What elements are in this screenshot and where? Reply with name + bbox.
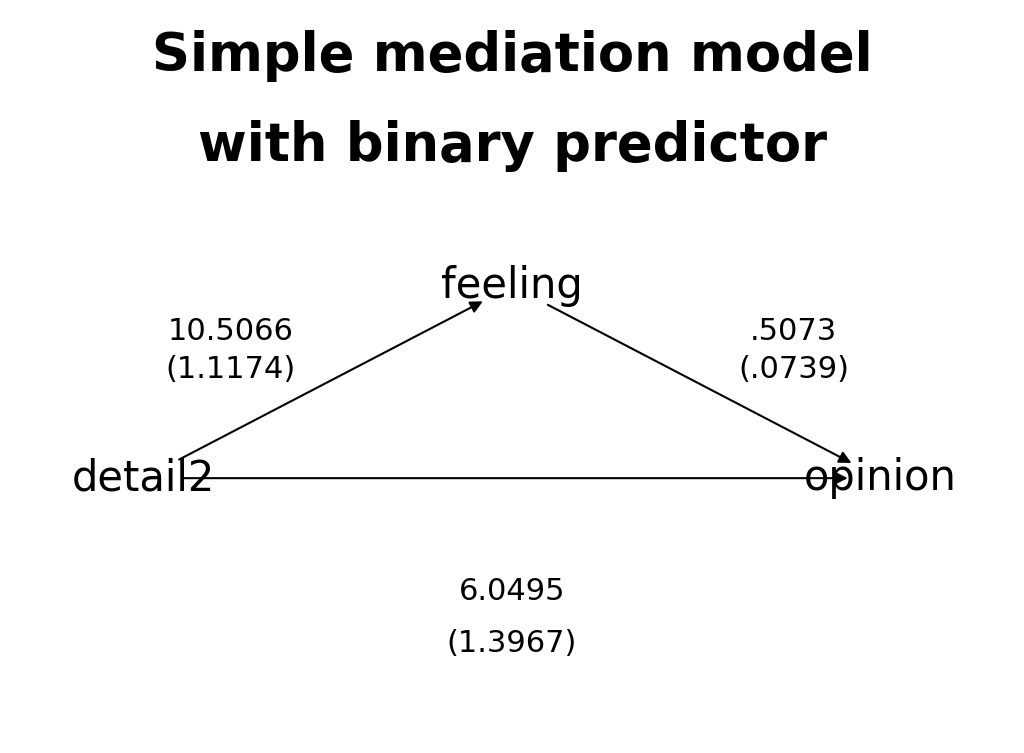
Text: .5073
(.0739): .5073 (.0739) bbox=[738, 316, 849, 384]
Text: Simple mediation model: Simple mediation model bbox=[152, 30, 872, 82]
Text: (1.3967): (1.3967) bbox=[446, 630, 578, 658]
Text: detail2: detail2 bbox=[72, 457, 215, 499]
Text: feeling: feeling bbox=[441, 265, 583, 307]
Text: 10.5066
(1.1174): 10.5066 (1.1174) bbox=[165, 316, 296, 384]
Text: 6.0495: 6.0495 bbox=[459, 577, 565, 605]
Text: with binary predictor: with binary predictor bbox=[198, 120, 826, 172]
Text: opinion: opinion bbox=[804, 457, 957, 499]
